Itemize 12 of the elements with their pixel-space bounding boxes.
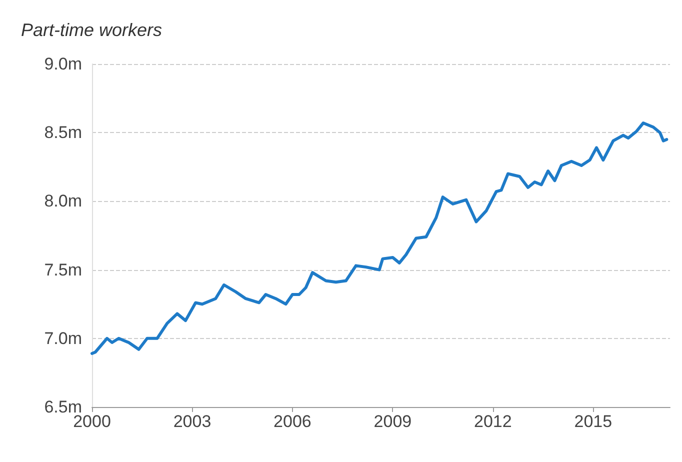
chart-title: Part-time workers <box>21 20 162 40</box>
x-tick-label: 2012 <box>474 412 512 431</box>
y-tick-label: 8.0m <box>44 192 82 211</box>
y-tick-label: 7.5m <box>44 260 82 280</box>
x-tick-label: 2015 <box>574 412 612 431</box>
y-tick-label: 8.5m <box>44 123 82 142</box>
x-tick-label: 2006 <box>274 412 312 431</box>
x-tick-label: 2009 <box>374 412 412 431</box>
y-tick-label: 9.0m <box>44 54 82 74</box>
y-tick-label: 7.0m <box>44 328 82 348</box>
line-series <box>90 121 668 355</box>
x-tick-label: 2003 <box>173 412 212 431</box>
